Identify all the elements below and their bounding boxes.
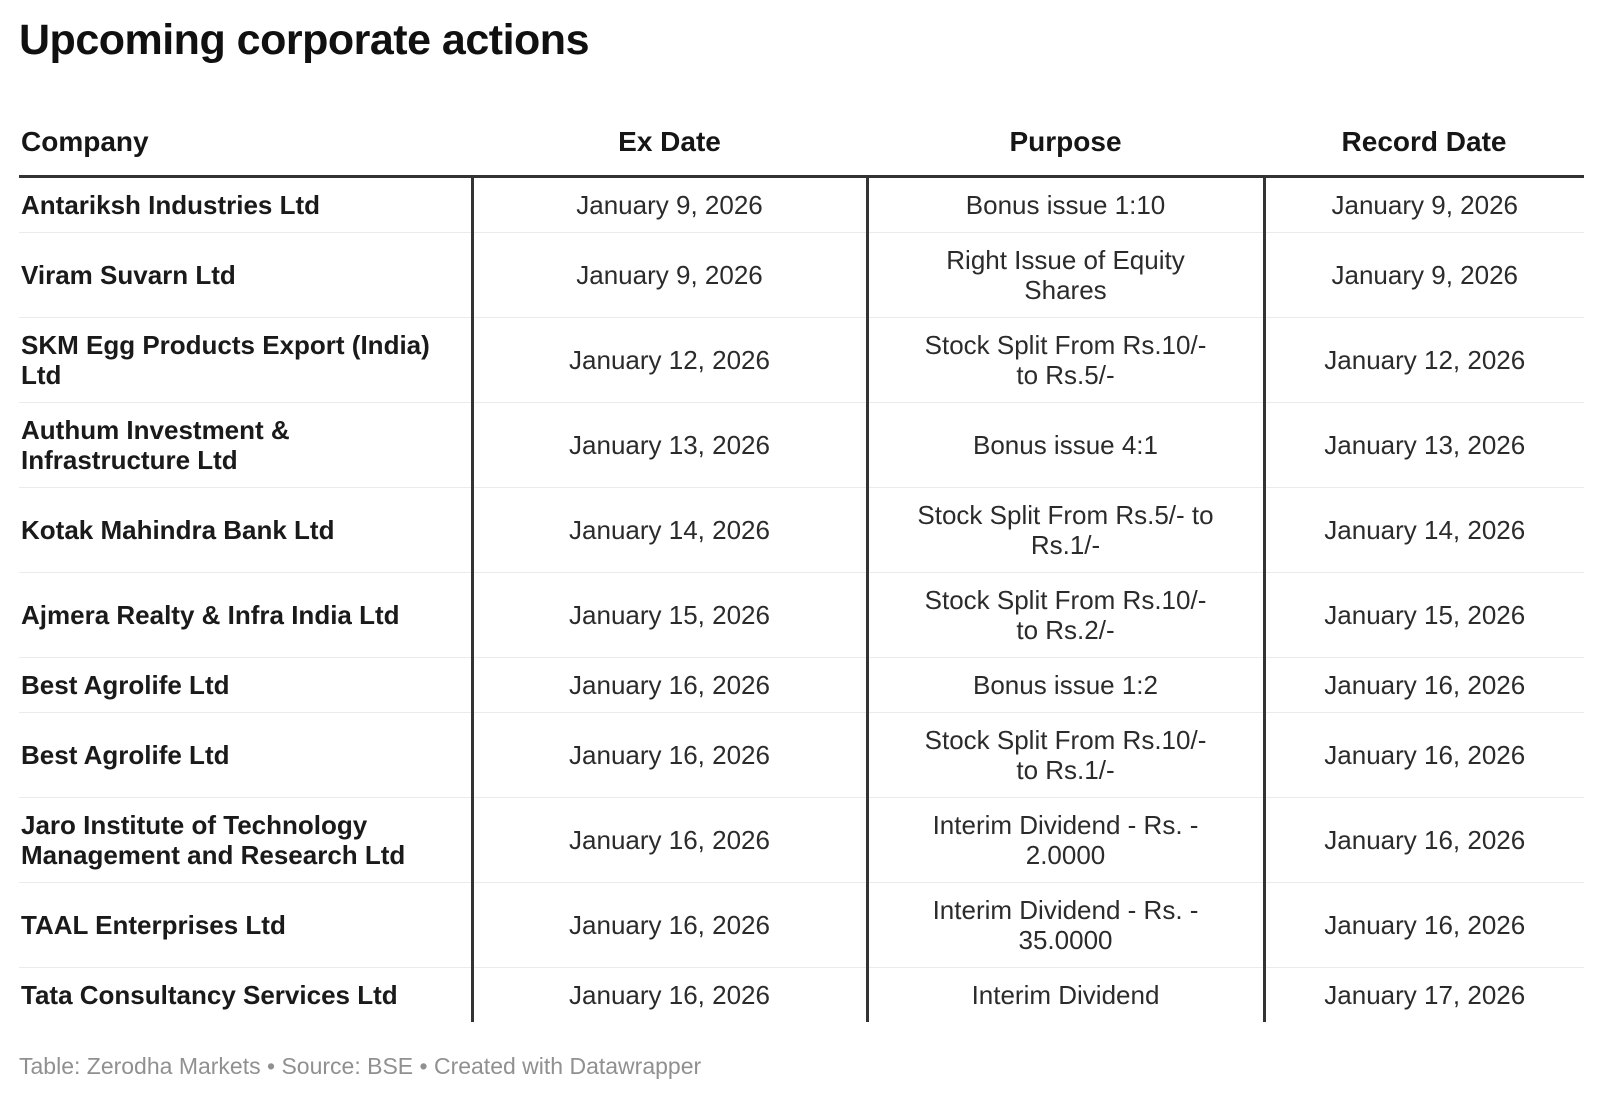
table-row: Ajmera Realty & Infra India Ltd January 1… bbox=[19, 572, 1584, 658]
table-attribution: Table: Zerodha Markets • Source: BSE • C… bbox=[19, 1053, 702, 1079]
cell-company: Ajmera Realty & Infra India Ltd bbox=[19, 572, 472, 658]
cell-ex_date: January 13, 2026 bbox=[470, 402, 867, 488]
cell-purpose: Stock Split From Rs.5/- to Rs.1/- bbox=[865, 487, 1264, 573]
cell-ex_date: January 9, 2026 bbox=[470, 176, 867, 233]
cell-purpose: Right Issue of Equity Shares bbox=[865, 232, 1264, 318]
cell-record_date: January 13, 2026 bbox=[1262, 402, 1584, 488]
cell-ex_date: January 9, 2026 bbox=[470, 232, 867, 318]
cell-company: SKM Egg Products Export (India) Ltd bbox=[19, 317, 472, 403]
cell-company: TAAL Enterprises Ltd bbox=[19, 882, 472, 968]
table-body: Antariksh Industries Ltd January 9, 2026 B… bbox=[19, 176, 1584, 1022]
cell-purpose: Interim Dividend - Rs. - 2.0000 bbox=[865, 797, 1264, 883]
table-row: TAAL Enterprises Ltd January 16, 2026 Inte… bbox=[19, 882, 1584, 968]
cell-company: Jaro Institute of Technology Management … bbox=[19, 797, 472, 883]
cell-purpose: Bonus issue 1:10 bbox=[865, 176, 1264, 233]
cell-record_date: January 16, 2026 bbox=[1262, 882, 1584, 968]
cell-company: Best Agrolife Ltd bbox=[19, 657, 472, 713]
cell-ex_date: January 14, 2026 bbox=[470, 487, 867, 573]
table-row: Jaro Institute of Technology Management … bbox=[19, 797, 1584, 883]
cell-company: Best Agrolife Ltd bbox=[19, 712, 472, 798]
table-row: Tata Consultancy Services Ltd January 16,… bbox=[19, 967, 1584, 1022]
cell-purpose: Interim Dividend - Rs. - 35.0000 bbox=[865, 882, 1264, 968]
corporate-actions-table: Company Ex Date Purpose Record Date Antarik… bbox=[19, 125, 1584, 1022]
table-row: Antariksh Industries Ltd January 9, 2026 B… bbox=[19, 176, 1584, 233]
cell-ex_date: January 12, 2026 bbox=[470, 317, 867, 403]
table-row: Authum Investment & Infrastructure Ltd Ja… bbox=[19, 402, 1584, 488]
cell-record_date: January 14, 2026 bbox=[1262, 487, 1584, 573]
table-row: Best Agrolife Ltd January 16, 2026 Bonus i… bbox=[19, 657, 1584, 713]
cell-ex_date: January 16, 2026 bbox=[470, 797, 867, 883]
cell-company: Tata Consultancy Services Ltd bbox=[19, 967, 472, 1022]
cell-record_date: January 16, 2026 bbox=[1262, 657, 1584, 713]
column-header-ex_date: Ex Date bbox=[472, 125, 867, 178]
cell-purpose: Interim Dividend bbox=[865, 967, 1264, 1022]
cell-purpose: Bonus issue 1:2 bbox=[865, 657, 1264, 713]
cell-ex_date: January 16, 2026 bbox=[470, 882, 867, 968]
cell-record_date: January 9, 2026 bbox=[1262, 232, 1584, 318]
cell-record_date: January 9, 2026 bbox=[1262, 176, 1584, 233]
cell-purpose: Stock Split From Rs.10/- to Rs.1/- bbox=[865, 712, 1264, 798]
table-row: Best Agrolife Ltd January 16, 2026 Stock S… bbox=[19, 712, 1584, 798]
table-row: Viram Suvarn Ltd January 9, 2026 Right Iss… bbox=[19, 232, 1584, 318]
page-title: Upcoming corporate actions bbox=[19, 16, 589, 64]
table-header-row: Company Ex Date Purpose Record Date bbox=[19, 125, 1584, 178]
cell-record_date: January 16, 2026 bbox=[1262, 712, 1584, 798]
table-row: SKM Egg Products Export (India) Ltd Janua… bbox=[19, 317, 1584, 403]
cell-ex_date: January 16, 2026 bbox=[470, 712, 867, 798]
cell-company: Kotak Mahindra Bank Ltd bbox=[19, 487, 472, 573]
cell-ex_date: January 16, 2026 bbox=[470, 967, 867, 1022]
cell-purpose: Bonus issue 4:1 bbox=[865, 402, 1264, 488]
cell-ex_date: January 15, 2026 bbox=[470, 572, 867, 658]
cell-record_date: January 16, 2026 bbox=[1262, 797, 1584, 883]
column-header-purpose: Purpose bbox=[867, 125, 1264, 178]
page: Upcoming corporate actions Company Ex Dat… bbox=[19, 16, 1584, 1079]
cell-company: Authum Investment & Infrastructure Ltd bbox=[19, 402, 472, 488]
table-row: Kotak Mahindra Bank Ltd January 14, 2026 S… bbox=[19, 487, 1584, 573]
cell-company: Viram Suvarn Ltd bbox=[19, 232, 472, 318]
cell-company: Antariksh Industries Ltd bbox=[21, 190, 321, 220]
cell-record_date: January 12, 2026 bbox=[1262, 317, 1584, 403]
cell-ex_date: January 16, 2026 bbox=[470, 657, 867, 713]
cell-purpose: Stock Split From Rs.10/- to Rs.5/- bbox=[865, 317, 1264, 403]
cell-record_date: January 15, 2026 bbox=[1262, 572, 1584, 658]
cell-record_date: January 17, 2026 bbox=[1262, 967, 1584, 1022]
cell-purpose: Stock Split From Rs.10/- to Rs.2/- bbox=[865, 572, 1264, 658]
column-header-company: Company bbox=[19, 125, 472, 178]
column-header-record_date: Record Date bbox=[1264, 125, 1584, 178]
